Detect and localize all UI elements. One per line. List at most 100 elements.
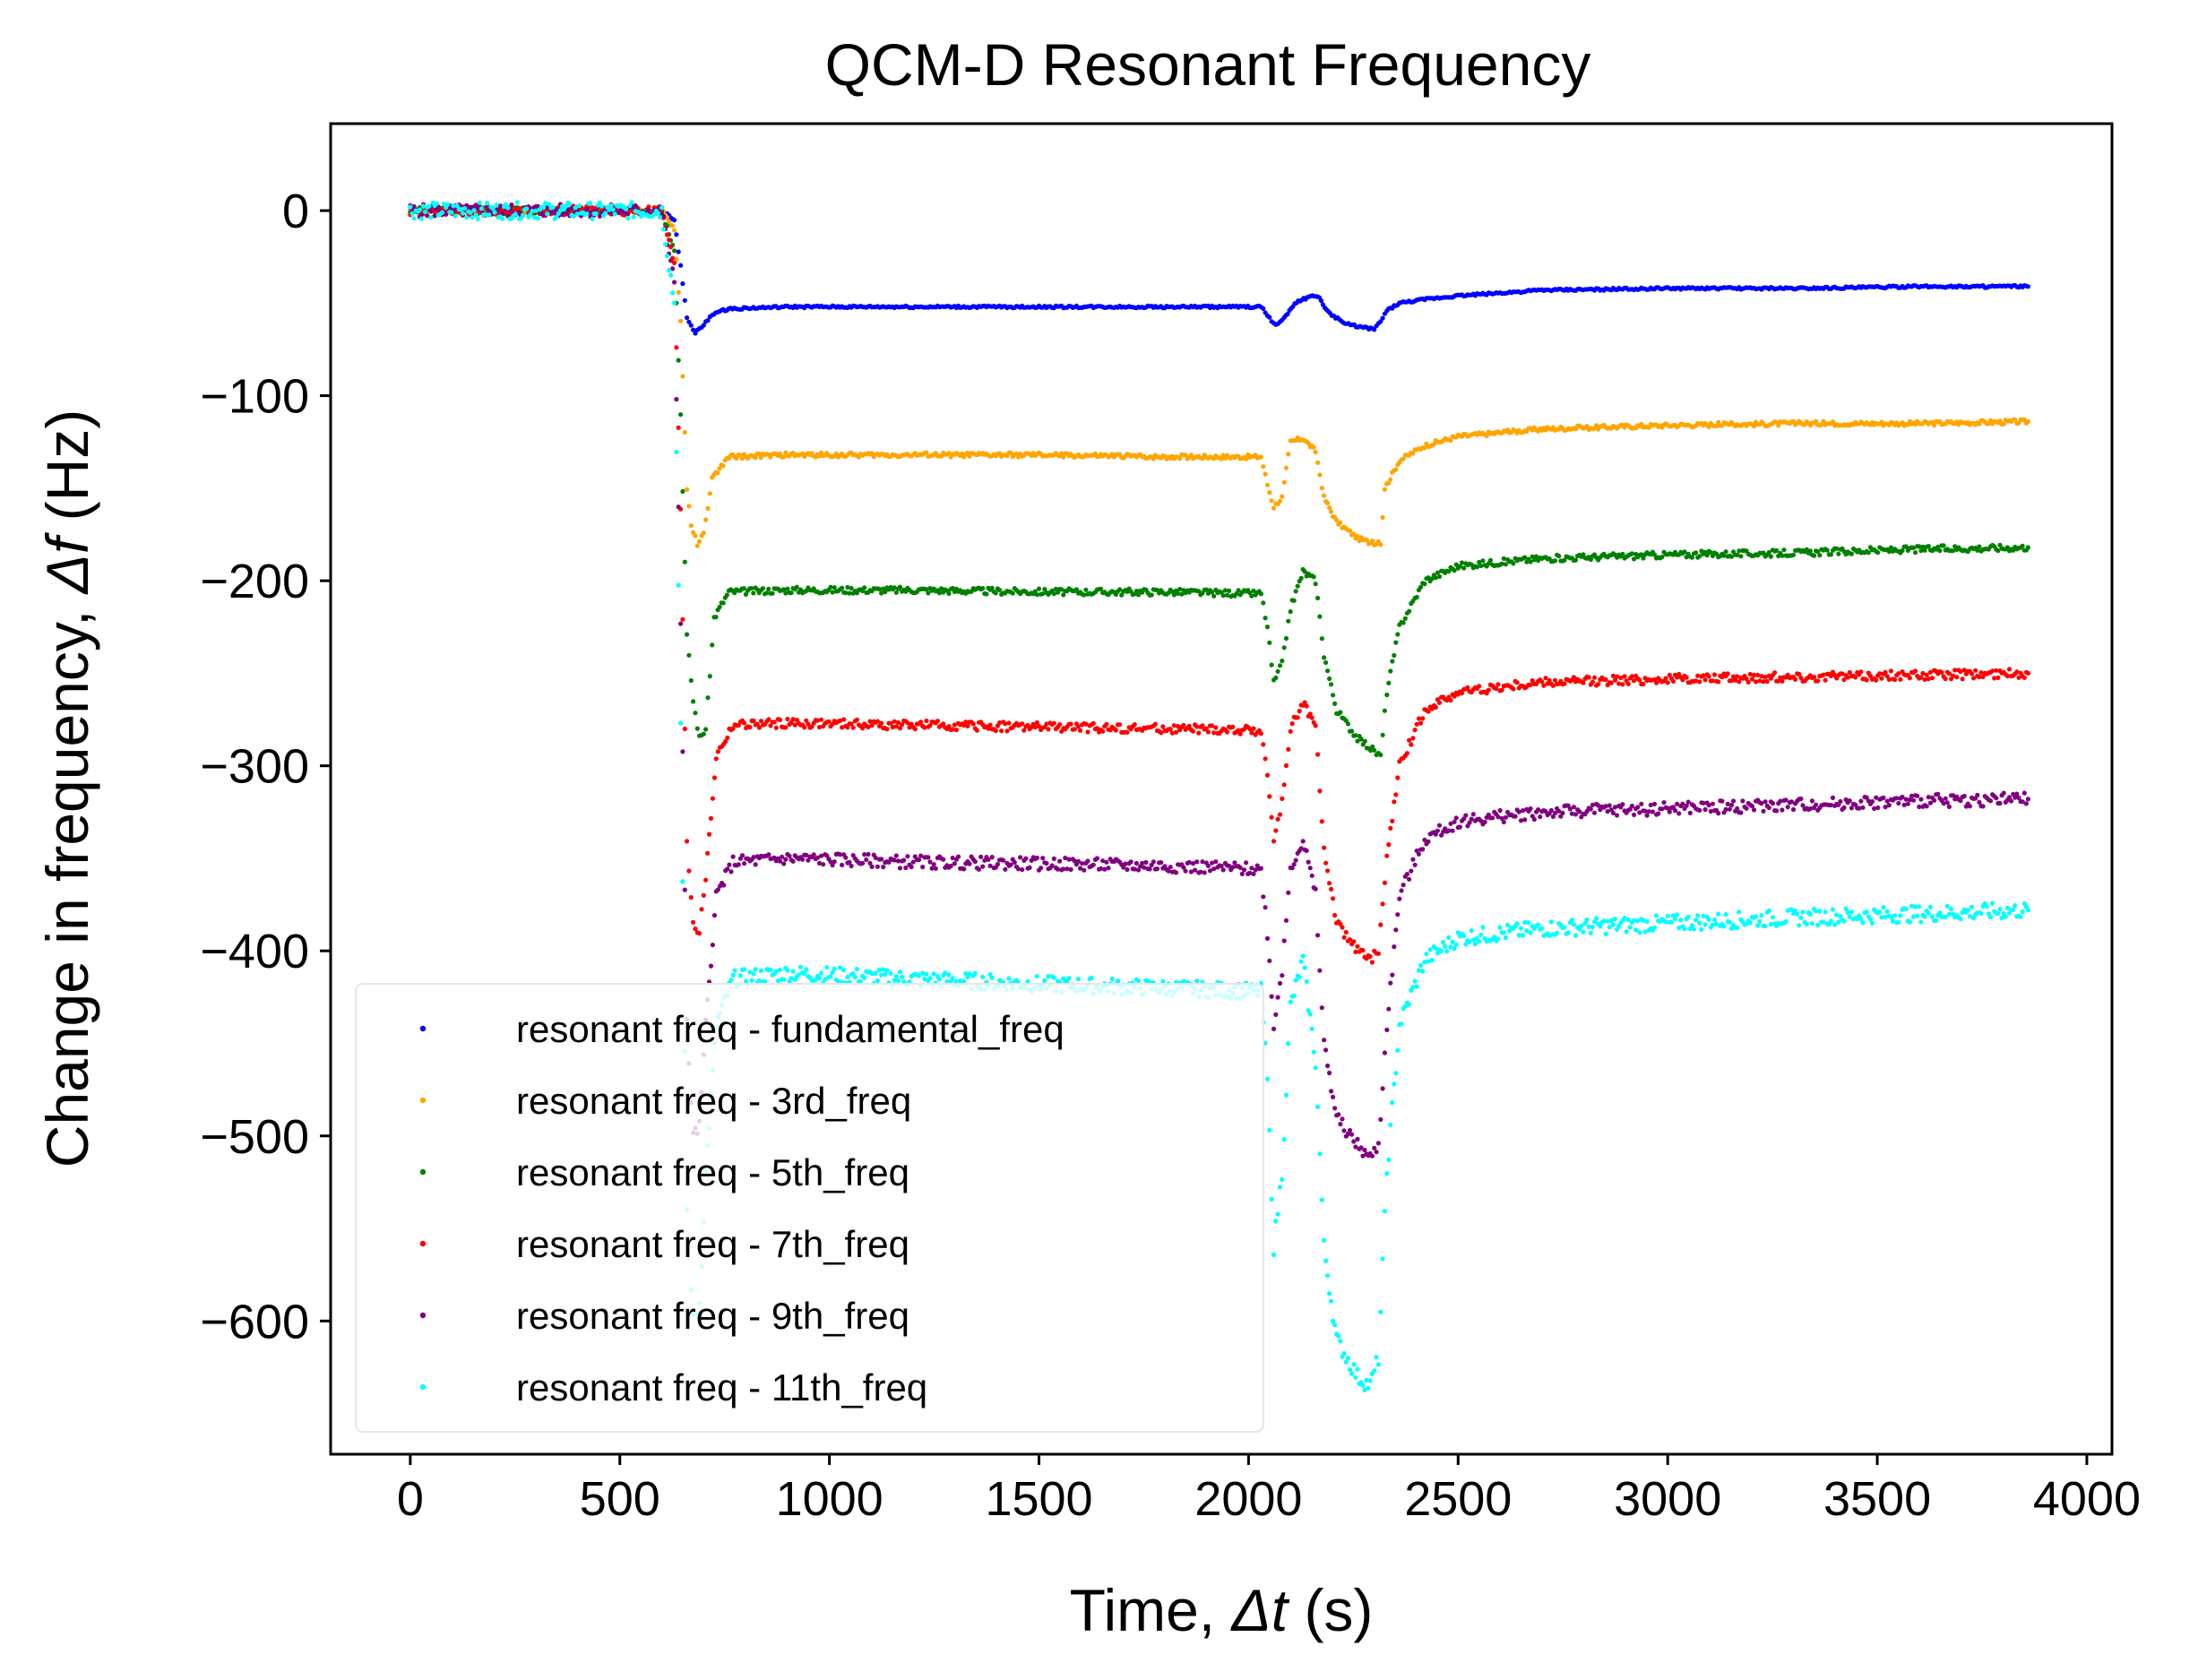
data-point [680, 616, 685, 622]
data-point [802, 970, 807, 977]
data-point [1249, 866, 1254, 871]
data-point [1378, 1309, 1383, 1314]
data-point [1701, 673, 1706, 678]
data-point [715, 887, 721, 892]
data-point [559, 211, 565, 218]
data-point [1362, 738, 1367, 744]
data-point [1494, 685, 1499, 692]
data-point [1327, 676, 1332, 682]
data-point [950, 585, 955, 591]
data-point [1345, 721, 1350, 727]
data-point [1336, 1112, 1341, 1117]
data-point [1288, 999, 1293, 1004]
data-point [608, 202, 614, 208]
data-point [2025, 418, 2030, 425]
data-point [1227, 863, 1232, 869]
data-point [1824, 547, 1830, 553]
data-point [751, 971, 756, 977]
data-point [1349, 728, 1355, 734]
data-point [1068, 866, 1073, 873]
data-point [1267, 1127, 1272, 1133]
data-point [1351, 1362, 1357, 1367]
data-point [1641, 556, 1646, 561]
data-point [1258, 731, 1263, 737]
data-point [1313, 1065, 1318, 1071]
data-point [1090, 720, 1096, 727]
data-point [711, 775, 718, 780]
data-point [1749, 804, 1754, 809]
data-point [1892, 676, 1898, 683]
data-point [1943, 796, 1948, 801]
data-point [411, 216, 417, 221]
data-point [705, 318, 711, 323]
data-point [1034, 592, 1039, 598]
data-point [1501, 819, 1506, 825]
data-point [1790, 552, 1797, 557]
data-point [1482, 819, 1487, 825]
data-point [1034, 719, 1039, 726]
data-point [464, 215, 470, 220]
data-point [569, 205, 574, 211]
data-point [1283, 465, 1289, 470]
data-point [1581, 929, 1586, 935]
data-point [1446, 935, 1452, 940]
data-point [1194, 859, 1200, 865]
data-point [1552, 677, 1558, 683]
data-point [668, 272, 674, 278]
data-point [1605, 809, 1610, 814]
data-point [1366, 1385, 1371, 1391]
data-point [916, 857, 922, 863]
data-point [1142, 865, 1147, 870]
data-point [1102, 866, 1108, 872]
data-point [751, 718, 756, 724]
data-point [866, 851, 871, 857]
data-point [485, 203, 490, 210]
data-point [1910, 797, 1917, 803]
data-point [567, 202, 573, 207]
data-point [574, 211, 580, 217]
data-point [1480, 925, 1486, 930]
data-point [1283, 1092, 1289, 1098]
data-point [1858, 669, 1864, 675]
data-point [1922, 676, 1927, 683]
data-point [1367, 1378, 1373, 1383]
data-point [2001, 421, 2006, 426]
data-point [2014, 791, 2020, 797]
data-point [1847, 669, 1852, 676]
data-point [1651, 552, 1658, 557]
data-point [1395, 912, 1401, 918]
data-point [1117, 722, 1123, 728]
data-point [1422, 445, 1427, 451]
data-point [697, 931, 702, 936]
data-point [1610, 922, 1616, 927]
data-point [1883, 805, 1888, 810]
data-point [1072, 858, 1077, 864]
data-point [1159, 730, 1164, 736]
data-point [676, 249, 681, 254]
data-point [1738, 810, 1744, 815]
data-point [1677, 811, 1682, 816]
data-point [1761, 808, 1766, 814]
data-point [816, 725, 823, 730]
data-point [1807, 548, 1813, 554]
data-point [1723, 549, 1728, 555]
data-point [1271, 839, 1277, 844]
data-point [1926, 795, 1931, 800]
data-point [710, 943, 716, 948]
data-point [1684, 675, 1689, 680]
data-point [1751, 807, 1757, 813]
data-point [1042, 587, 1047, 592]
data-point [897, 866, 903, 871]
data-point [1061, 866, 1066, 872]
data-point [980, 974, 986, 979]
data-point [1661, 800, 1667, 806]
data-point [1811, 675, 1817, 680]
data-point [554, 206, 559, 211]
data-point [1730, 674, 1737, 679]
data-point [1349, 1132, 1355, 1137]
data-point [1280, 973, 1285, 978]
data-point [1306, 859, 1311, 865]
data-point [895, 858, 901, 864]
data-point [1620, 802, 1625, 807]
data-point [1202, 870, 1207, 875]
